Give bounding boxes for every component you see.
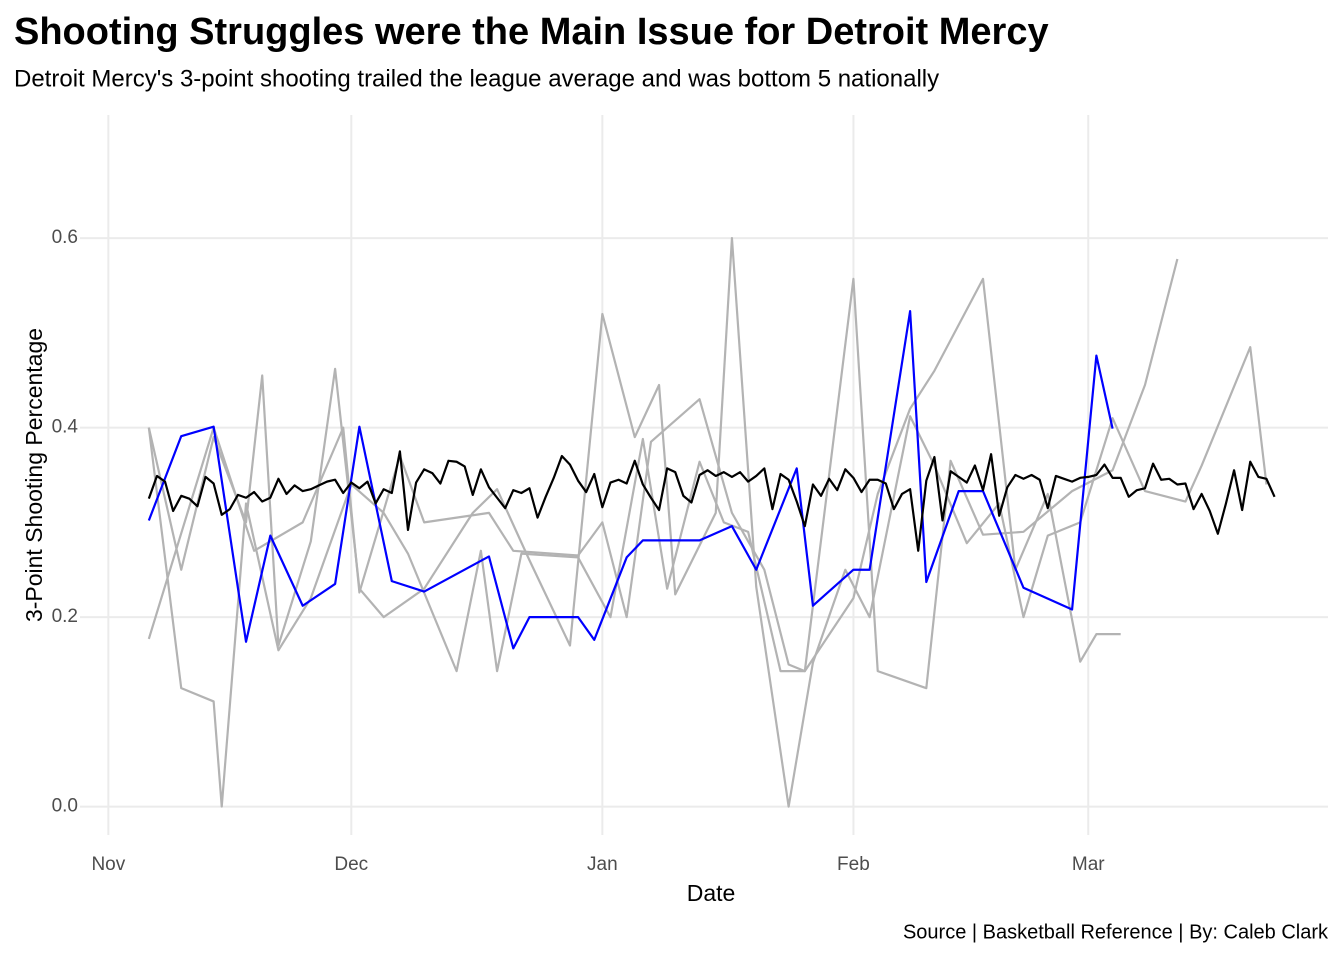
- x-tick-label: Dec: [334, 854, 368, 875]
- y-tick-label: 0.4: [52, 417, 79, 438]
- series-line: [147, 258, 1179, 808]
- y-axis-label: 3-Point Shooting Percentage: [21, 328, 47, 622]
- x-tick-label: Feb: [837, 854, 870, 875]
- series-line: [147, 237, 1268, 808]
- caption: Source | Basketball Reference | By: Cale…: [903, 921, 1329, 943]
- x-tick-label: Nov: [91, 854, 125, 875]
- chart-subtitle: Detroit Mercy's 3-point shooting trailed…: [14, 65, 939, 92]
- y-tick-label: 0.2: [52, 606, 78, 627]
- series-line: [147, 277, 1121, 673]
- series-line: [147, 450, 1276, 552]
- x-tick-label: Mar: [1072, 854, 1105, 875]
- series-line: [147, 310, 1114, 650]
- y-tick-label: 0.0: [52, 796, 78, 817]
- x-axis-label: Date: [687, 880, 736, 906]
- chart-title: Shooting Struggles were the Main Issue f…: [14, 11, 1049, 53]
- x-tick-label: Jan: [587, 854, 618, 875]
- y-tick-label: 0.6: [52, 227, 78, 248]
